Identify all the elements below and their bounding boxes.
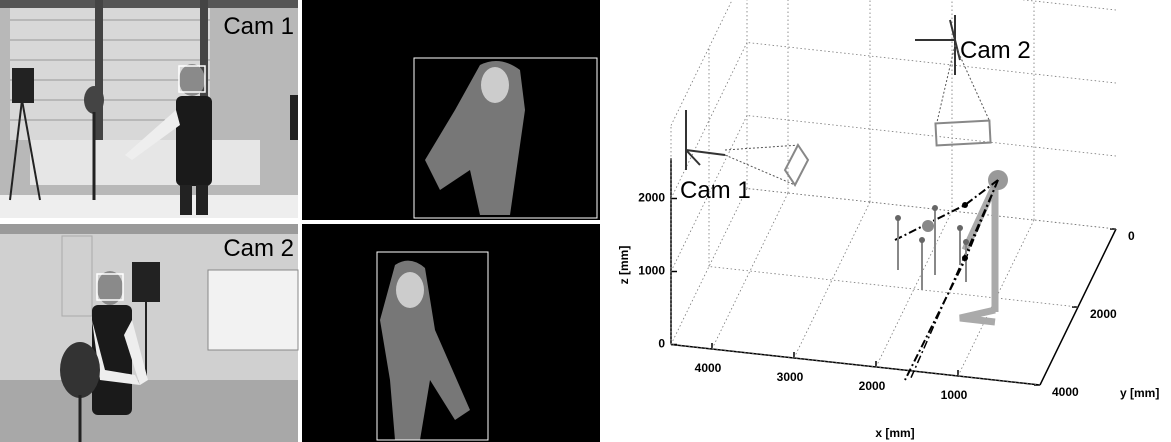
z-tick-label: 0 bbox=[658, 337, 665, 351]
depth-image-2 bbox=[302, 224, 600, 442]
depth-image-1 bbox=[302, 0, 600, 220]
camera-label: Cam 2 bbox=[960, 37, 1031, 64]
grid-line bbox=[747, 43, 1116, 84]
grid-line bbox=[712, 193, 788, 349]
plot-3d: 4000 2000 0 1000 2000 3000 4000 2000 1000 0 z [mm… bbox=[617, 0, 1159, 440]
y-tick-label: 0 bbox=[1128, 229, 1135, 243]
grid-line bbox=[794, 202, 870, 358]
x-tick-label: 1000 bbox=[941, 388, 968, 402]
x-tick-label: 2000 bbox=[859, 379, 886, 393]
grid-line bbox=[709, 267, 1078, 308]
y-axis-label: y [mm] bbox=[1120, 386, 1159, 400]
x-tick-label: 3000 bbox=[777, 370, 804, 384]
x-axis bbox=[671, 345, 1040, 386]
z-tick-label: 1000 bbox=[638, 264, 665, 278]
z-axis-label: z [mm] bbox=[617, 246, 631, 285]
photo-label: Cam 1 bbox=[223, 13, 294, 40]
camera-label: Cam 1 bbox=[680, 177, 751, 204]
photo-cam1: Cam 1 bbox=[0, 0, 298, 218]
grid-line bbox=[671, 0, 747, 126]
y-tick-label: 2000 bbox=[1090, 307, 1117, 321]
z-tick-label: 2000 bbox=[638, 191, 665, 205]
x-axis-label: x [mm] bbox=[875, 426, 914, 440]
y-tick-label: 4000 bbox=[1052, 385, 1079, 399]
figure: Cam 1 Cam 2 4000 2000 0 1000 2000 3000 4000 200… bbox=[0, 0, 1171, 442]
grid-line bbox=[747, 0, 1116, 10]
x-tick-label: 4000 bbox=[695, 361, 722, 375]
photo-cam2: Cam 2 bbox=[0, 224, 298, 442]
photo-label: Cam 2 bbox=[223, 235, 294, 262]
